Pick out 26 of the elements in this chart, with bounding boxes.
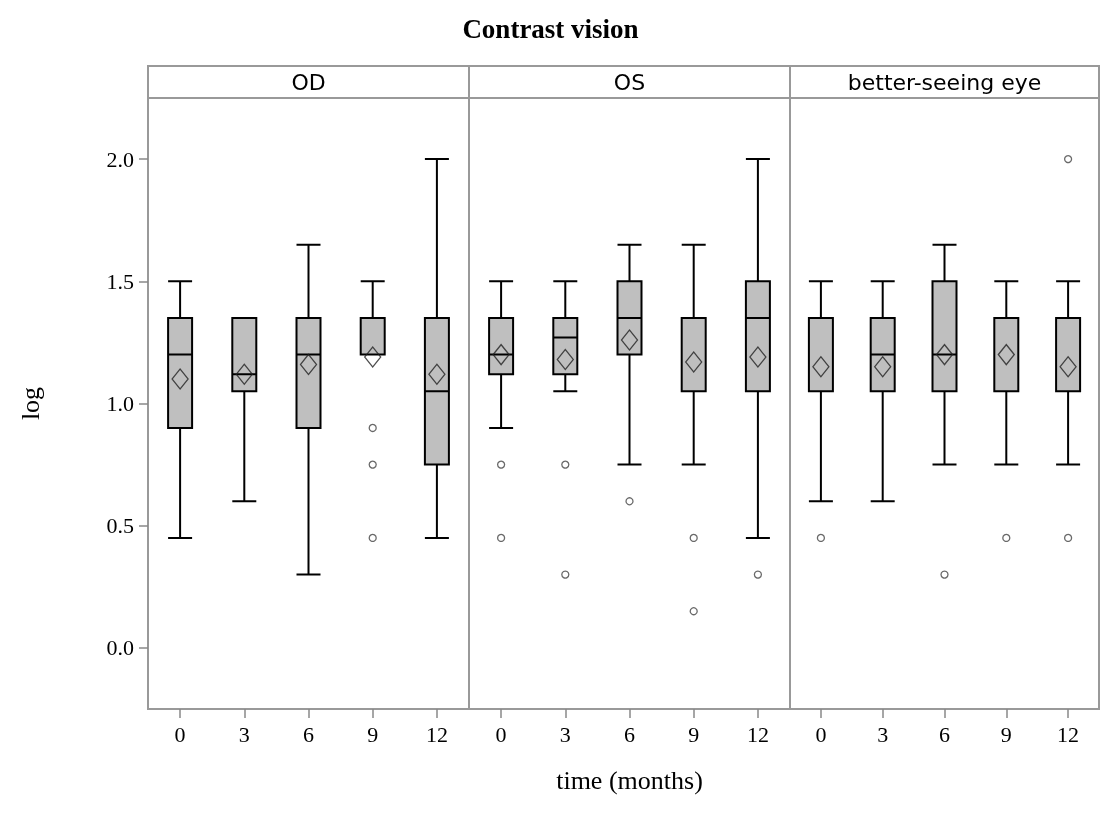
y-tick-label: 0.5 (106, 513, 134, 539)
x-axis-title: time (months) (556, 765, 703, 795)
x-tick-label: 6 (303, 721, 314, 747)
y-tick-label: 1.5 (106, 268, 134, 294)
x-tick-label: 0 (815, 721, 827, 747)
x-tick-label: 12 (425, 721, 448, 747)
x-tick-label: 0 (495, 721, 507, 747)
x-tick-label: 12 (746, 721, 769, 747)
x-tick-label: 6 (939, 721, 950, 747)
x-tick-label: 3 (238, 721, 250, 747)
x-tick-label: 9 (1000, 721, 1012, 747)
chart-subtitle: better-seeing eye (847, 69, 1042, 95)
x-tick-label: 3 (877, 721, 889, 747)
x-tick-label: 3 (559, 721, 571, 747)
x-tick-label: 9 (367, 721, 379, 747)
x-tick-label: 12 (1057, 721, 1080, 747)
x-tick-label: 0 (174, 721, 186, 747)
chart-subtitle: OD (291, 69, 326, 95)
y-tick-label: 0.0 (106, 635, 134, 661)
chart-title: Contrast vision (462, 13, 639, 44)
y-tick-label: 1.0 (106, 391, 134, 416)
y-tick-label: 2.0 (106, 146, 134, 172)
x-tick-label: 6 (624, 721, 635, 747)
y-axis-title: log (15, 386, 45, 421)
x-tick-label: 9 (688, 721, 700, 747)
chart-subtitle: OS (613, 69, 646, 95)
